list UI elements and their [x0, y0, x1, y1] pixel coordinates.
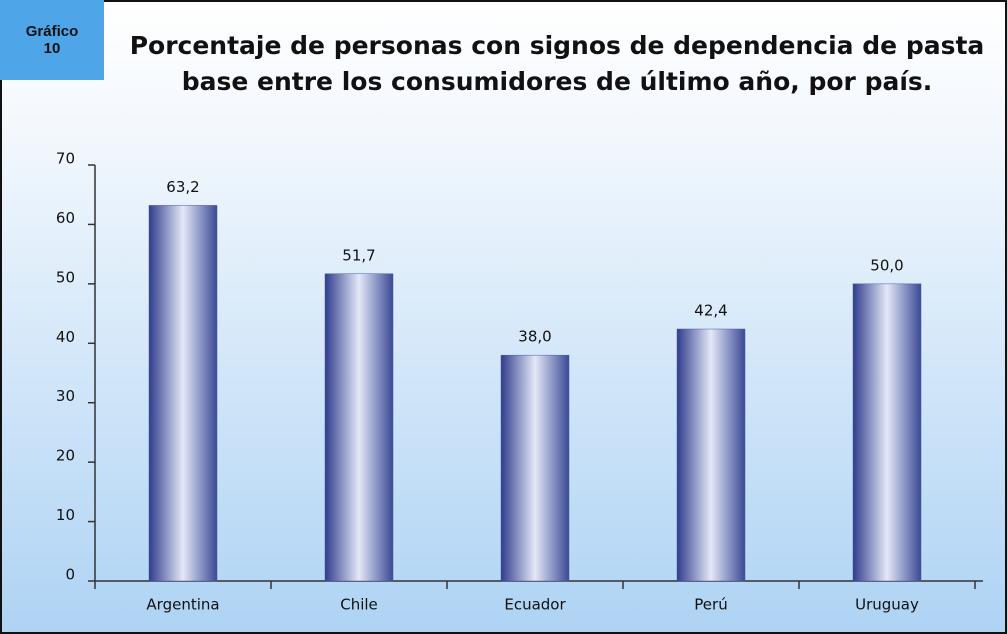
value-label: 42,4 — [694, 302, 727, 320]
value-label: 50,0 — [870, 256, 903, 274]
badge: Gráfico 10 — [0, 0, 104, 80]
y-tick-label: 10 — [56, 506, 75, 524]
value-label: 38,0 — [518, 328, 551, 346]
badge-number: 10 — [43, 40, 61, 57]
y-tick-label: 30 — [56, 387, 75, 405]
value-label: 51,7 — [342, 246, 375, 264]
badge-label: Gráfico — [25, 23, 79, 40]
y-tick-label: 50 — [56, 268, 75, 286]
bar — [324, 273, 394, 582]
y-tick-label: 40 — [56, 328, 75, 346]
bar — [148, 205, 218, 582]
bar — [500, 354, 570, 582]
x-tick-label: Ecuador — [504, 596, 566, 614]
x-tick-label: Chile — [340, 596, 378, 614]
x-tick-label: Perú — [694, 596, 727, 614]
bar — [676, 328, 746, 582]
chart-title: Porcentaje de personas con signos de dep… — [129, 31, 985, 96]
value-label: 63,2 — [166, 178, 199, 196]
y-tick-label: 0 — [65, 566, 75, 584]
y-tick-label: 20 — [56, 447, 75, 465]
x-tick-label: Uruguay — [855, 596, 919, 614]
y-tick-label: 70 — [56, 150, 75, 168]
y-tick-label: 60 — [56, 209, 75, 227]
x-tick-label: Argentina — [146, 596, 219, 614]
bar — [852, 283, 922, 582]
